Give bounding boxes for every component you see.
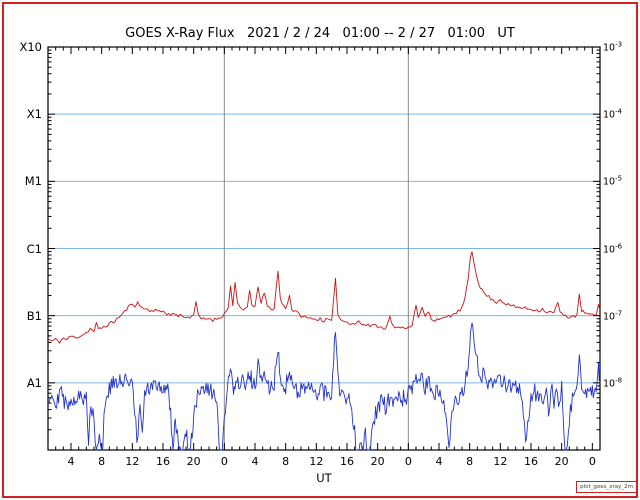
chart-title: GOES X-Ray Flux 2021 / 2 / 24 01:00 -- 2… bbox=[125, 26, 515, 41]
plot-credit: plot_goes_xray_2m bbox=[576, 481, 637, 493]
x-axis-label: UT bbox=[316, 471, 332, 485]
